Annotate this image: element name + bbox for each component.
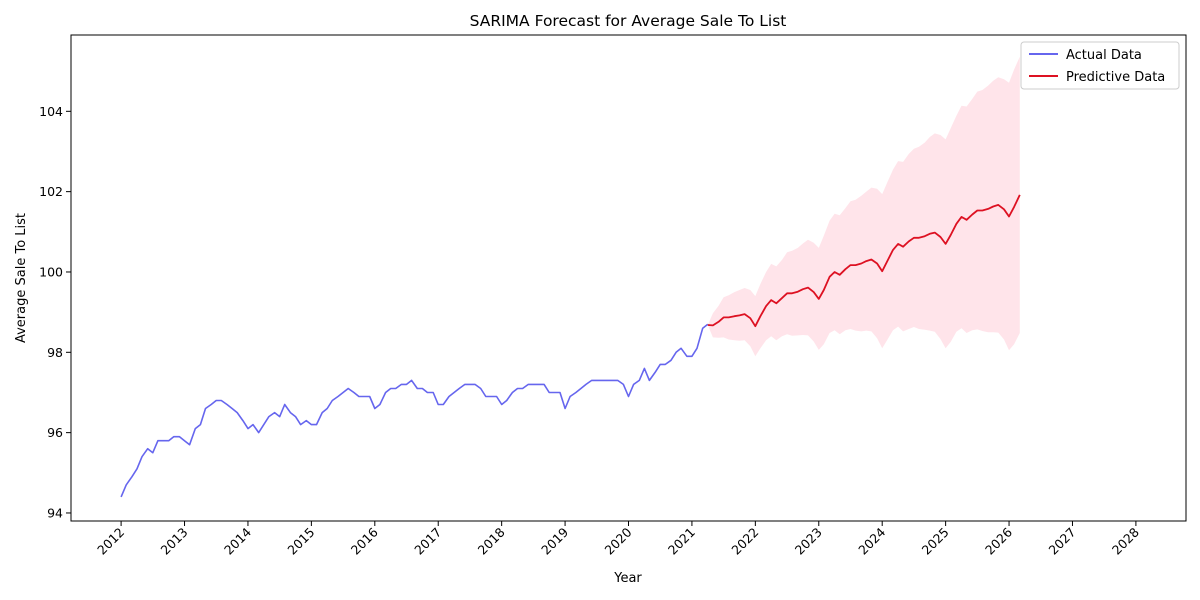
- y-tick-label: 104: [39, 104, 63, 119]
- x-tick-label: 2015: [284, 525, 317, 558]
- x-tick-label: 2016: [348, 524, 381, 557]
- y-tick-label: 98: [47, 345, 63, 360]
- x-axis: 2012 2013 2014 2015 2016 2017 2018 2019 2020 2021…: [94, 521, 1142, 558]
- legend-frame: [1020, 41, 1180, 90]
- x-tick-label: 2027: [1045, 525, 1078, 558]
- y-tick-label: 100: [39, 264, 63, 279]
- predictive-data-line: [707, 194, 1021, 328]
- y-tick-label: 94: [47, 505, 63, 520]
- x-tick-label: 2017: [411, 525, 444, 558]
- x-tick-label: 2022: [728, 525, 761, 558]
- x-tick-label: 2013: [158, 525, 191, 558]
- series-layer: [120, 194, 1021, 498]
- y-tick-label: 102: [39, 184, 63, 199]
- actual-data-line: [120, 323, 709, 498]
- x-tick-label: 2025: [919, 525, 952, 558]
- x-tick-label: 2028: [1109, 524, 1142, 557]
- legend-label-predictive: Predictive Data: [1066, 70, 1165, 85]
- legend: Actual Data Predictive Data: [1020, 41, 1180, 90]
- x-tick-label: 2021: [665, 525, 698, 558]
- x-axis-label: Year: [613, 571, 642, 586]
- x-tick-label: 2018: [475, 524, 508, 557]
- x-tick-label: 2023: [792, 525, 825, 558]
- legend-label-actual: Actual Data: [1066, 48, 1142, 63]
- confidence-band: [707, 56, 1020, 357]
- x-tick-label: 2024: [855, 524, 888, 557]
- y-axis-label: Average Sale To List: [14, 213, 29, 343]
- y-tick-label: 96: [47, 425, 63, 440]
- confidence-band-layer: [707, 56, 1020, 357]
- x-tick-label: 2020: [602, 524, 635, 557]
- y-axis: 94 96 98 100 102 104: [39, 104, 71, 520]
- x-tick-label: 2012: [94, 525, 127, 558]
- x-tick-label: 2026: [982, 524, 1015, 557]
- x-tick-label: 2019: [538, 524, 571, 557]
- x-tick-label: 2014: [221, 524, 254, 557]
- chart-title: SARIMA Forecast for Average Sale To List: [470, 12, 787, 30]
